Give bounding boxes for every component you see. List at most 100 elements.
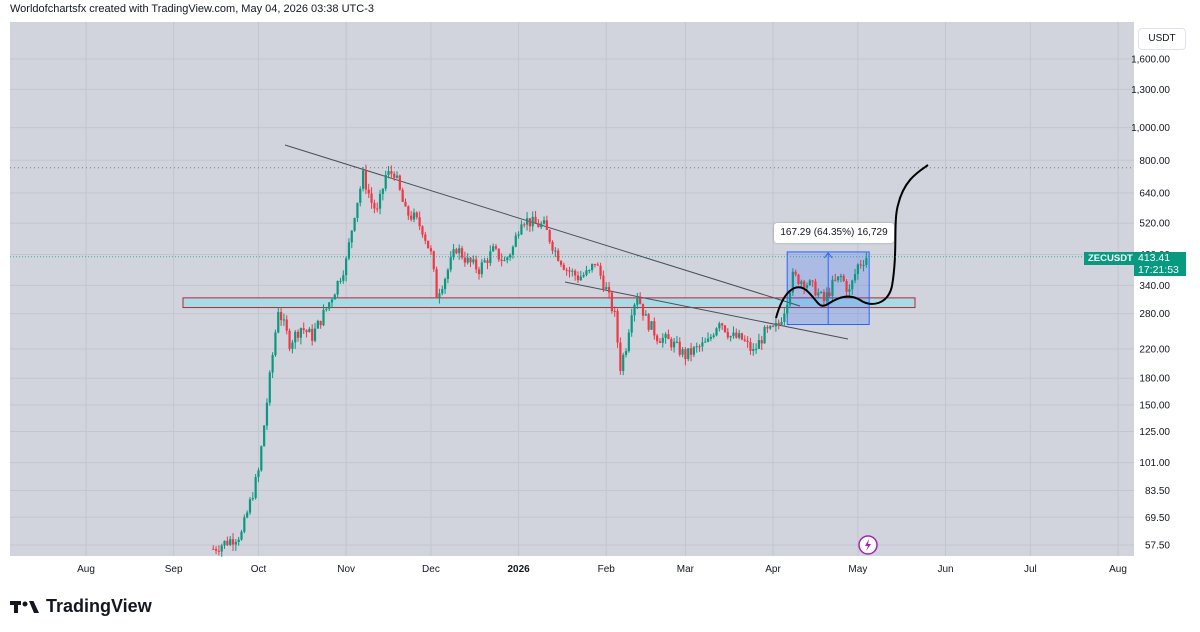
support-zone (182, 297, 916, 309)
candle-body (721, 323, 724, 326)
candle-body (429, 248, 433, 252)
candle-body (220, 545, 223, 552)
candle-body (633, 304, 636, 316)
last-price: 413.41 (1138, 252, 1171, 264)
candle-body (243, 517, 246, 532)
candle-body (557, 250, 560, 262)
candle-body (788, 292, 792, 305)
candle-body (494, 246, 498, 249)
candle-body (260, 446, 263, 471)
candle-body (401, 189, 404, 202)
candle-body (687, 348, 690, 360)
candle-body (791, 271, 794, 293)
candle-body (353, 217, 356, 231)
candle-body (760, 340, 763, 344)
candle-body (537, 223, 540, 228)
candle-body (212, 548, 215, 550)
candle-body (622, 354, 625, 371)
x-tick-label: Feb (598, 564, 616, 575)
candle-body (226, 540, 229, 545)
candle-body (438, 293, 441, 298)
candle-body (330, 299, 334, 303)
candle-body (661, 337, 664, 343)
x-tick-label: Jul (1024, 564, 1037, 575)
candle-body (395, 175, 399, 178)
candle-body (443, 279, 447, 290)
candle-body (393, 173, 396, 178)
candle-body (506, 257, 509, 261)
candle-body (766, 326, 769, 329)
candle-body (497, 248, 500, 260)
candle-body (754, 348, 758, 350)
candle-body (342, 275, 345, 281)
candle-body (415, 212, 418, 218)
candle-body (610, 292, 613, 312)
candle-body (483, 260, 486, 263)
currency-button[interactable]: USDT (1138, 28, 1186, 50)
candle-body (859, 264, 862, 266)
candle-body (554, 250, 557, 252)
candle-body (845, 281, 848, 292)
y-tick-label: 69.50 (1145, 513, 1170, 524)
candle-body (274, 332, 277, 356)
candle-body (831, 279, 834, 296)
candle-body (387, 171, 390, 175)
y-tick-label: 1,300.00 (1131, 85, 1170, 96)
x-tick-label: May (848, 564, 867, 575)
candle-body (842, 275, 845, 282)
candle-body (783, 313, 786, 322)
candle-body (817, 292, 820, 296)
candle-body (559, 261, 563, 265)
candle-body (217, 550, 220, 552)
candle-body (407, 206, 410, 216)
candle-body (616, 311, 619, 343)
candle-body (248, 499, 252, 513)
candle-body (384, 174, 387, 189)
candle-body (322, 309, 325, 326)
y-tick-label: 1,000.00 (1131, 123, 1170, 134)
candle-body (672, 341, 676, 348)
candle-body (551, 241, 554, 251)
candle-body (545, 220, 548, 230)
candle-body (500, 259, 503, 261)
price-axis[interactable] (1134, 22, 1190, 556)
candle-body (749, 342, 752, 351)
y-tick-label: 220.00 (1139, 344, 1170, 355)
plot-area[interactable] (10, 22, 1134, 556)
candle-body (367, 189, 370, 194)
candle-body (701, 342, 704, 347)
chart-header-caption: Worldofchartsfx created with TradingView… (10, 3, 374, 15)
candle-body (404, 201, 407, 207)
time-axis[interactable] (10, 556, 1134, 578)
candle-body (285, 319, 288, 331)
candle-body (240, 531, 243, 540)
candle-body (644, 314, 647, 316)
candle-body (528, 218, 532, 227)
candle-body (525, 218, 529, 225)
candle-body (605, 287, 608, 290)
x-tick-label: Aug (1109, 564, 1127, 575)
candle-body (503, 260, 506, 262)
candle-body (398, 175, 401, 190)
candle-body (277, 312, 280, 333)
candle-body (743, 339, 746, 341)
candle-body (361, 170, 365, 189)
candle-body (591, 263, 594, 270)
candle-body (432, 251, 435, 270)
candle-body (477, 269, 481, 275)
candle-body (735, 332, 738, 338)
bar-countdown: 17:21:53 (1138, 264, 1179, 276)
candle-body (517, 234, 520, 236)
candle-body (531, 216, 534, 227)
x-tick-label: Nov (337, 564, 355, 575)
candle-body (836, 276, 840, 281)
candle-body (378, 193, 382, 209)
candle-body (345, 258, 348, 276)
candle-body (265, 402, 269, 426)
x-tick-label: Sep (165, 564, 183, 575)
candle-body (712, 335, 715, 337)
candle-body (602, 275, 605, 290)
candles-group (212, 164, 868, 557)
candle-body (706, 338, 710, 342)
